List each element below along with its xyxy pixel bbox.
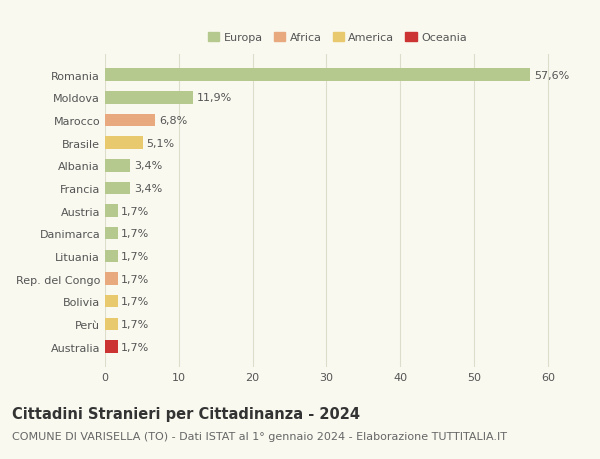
Text: Cittadini Stranieri per Cittadinanza - 2024: Cittadini Stranieri per Cittadinanza - 2… [12,406,360,421]
Text: 6,8%: 6,8% [159,116,187,126]
Text: 1,7%: 1,7% [121,252,149,261]
Legend: Europa, Africa, America, Oceania: Europa, Africa, America, Oceania [208,33,467,43]
Bar [105,250,118,263]
Bar [105,114,155,127]
Text: 1,7%: 1,7% [121,229,149,239]
Bar [105,92,193,104]
Bar [105,228,118,240]
Text: 11,9%: 11,9% [197,93,232,103]
Bar [105,318,118,330]
Text: 57,6%: 57,6% [534,71,569,80]
Text: 1,7%: 1,7% [121,297,149,307]
Bar [105,273,118,285]
Bar [105,295,118,308]
Bar [105,341,118,353]
Text: 3,4%: 3,4% [134,184,162,194]
Text: 1,7%: 1,7% [121,319,149,329]
Text: 1,7%: 1,7% [121,274,149,284]
Bar [105,160,130,172]
Text: 3,4%: 3,4% [134,161,162,171]
Text: 5,1%: 5,1% [146,138,175,148]
Text: 1,7%: 1,7% [121,206,149,216]
Bar [105,182,130,195]
Bar [105,137,143,150]
Text: 1,7%: 1,7% [121,342,149,352]
Text: COMUNE DI VARISELLA (TO) - Dati ISTAT al 1° gennaio 2024 - Elaborazione TUTTITAL: COMUNE DI VARISELLA (TO) - Dati ISTAT al… [12,431,507,442]
Bar [105,205,118,218]
Bar [105,69,530,82]
